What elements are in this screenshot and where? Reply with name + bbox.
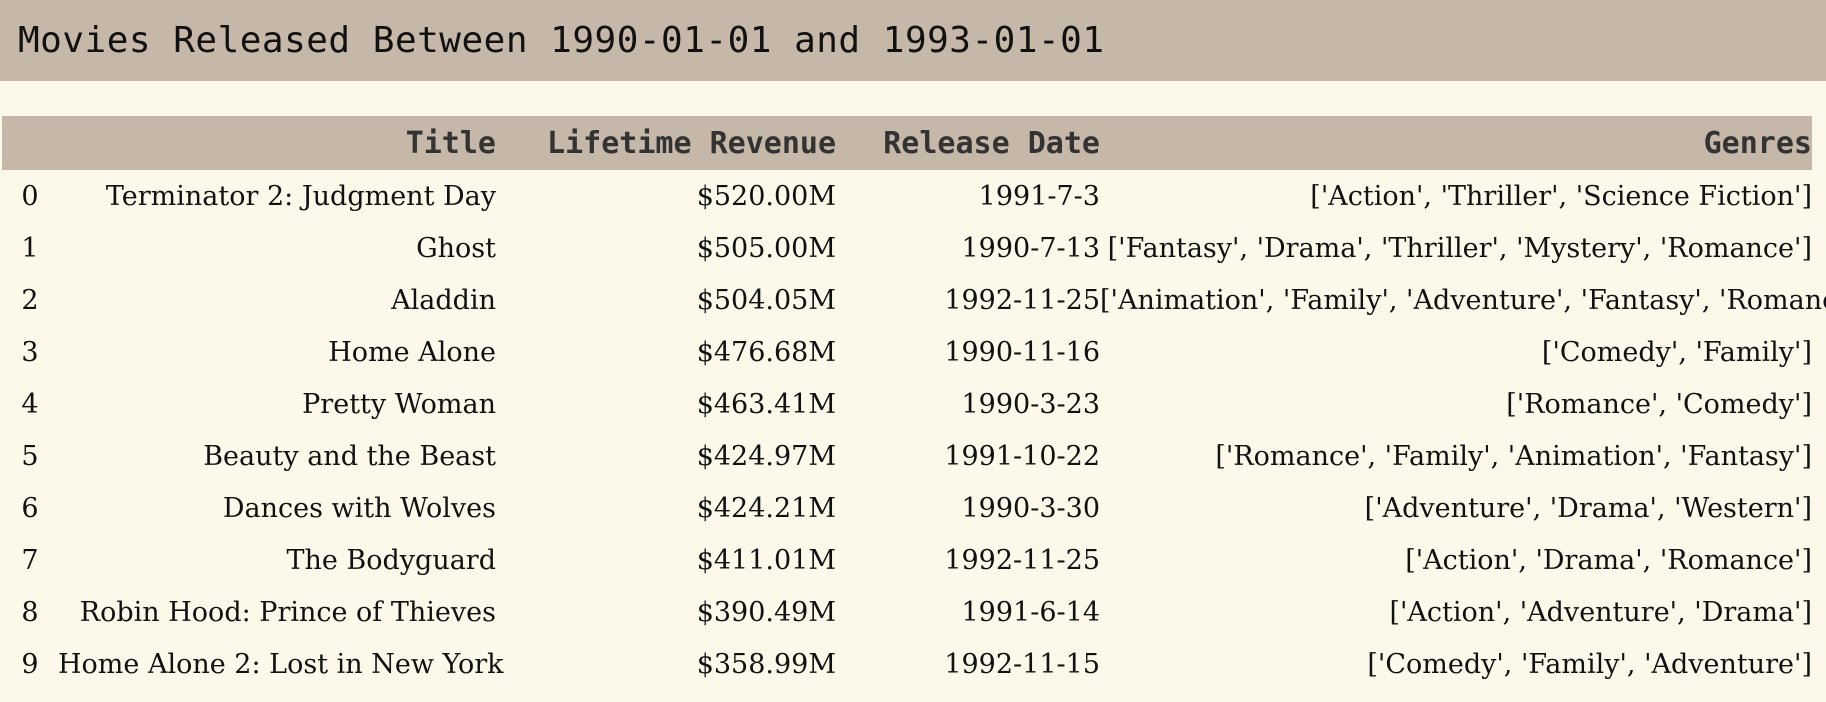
row-index: 6: [21, 492, 39, 524]
cell-genres: ['Fantasy', 'Drama', 'Thriller', 'Myster…: [1107, 232, 1812, 264]
cell-title: Home Alone 2: Lost in New York: [58, 648, 504, 680]
cell-genres: ['Animation', 'Family', 'Adventure', 'Fa…: [1100, 284, 1826, 316]
cell-release-date: 1990-3-30: [961, 492, 1101, 524]
cell-genres: ['Action', 'Adventure', 'Drama']: [1389, 596, 1812, 628]
cell-title: Beauty and the Beast: [203, 440, 496, 472]
cell-revenue: $358.99M: [696, 648, 836, 680]
row-index: 7: [21, 544, 39, 576]
cell-revenue: $520.00M: [696, 180, 836, 212]
cell-title: Dances with Wolves: [222, 492, 496, 524]
cell-revenue: $390.49M: [696, 596, 836, 628]
cell-genres: ['Action', 'Thriller', 'Science Fiction'…: [1310, 180, 1812, 212]
cell-revenue: $504.05M: [696, 284, 836, 316]
cell-title: The Bodyguard: [286, 544, 496, 576]
cell-revenue: $411.01M: [696, 544, 836, 576]
cell-revenue: $424.97M: [696, 440, 836, 472]
row-index: 0: [21, 180, 39, 212]
header-index: [2, 116, 58, 170]
cell-genres: ['Romance', 'Family', 'Animation', 'Fant…: [1215, 440, 1812, 472]
row-index: 9: [21, 648, 39, 680]
title-bar: Movies Released Between 1990-01-01 and 1…: [0, 0, 1826, 81]
table-row: 7 The Bodyguard $411.01M 1992-11-25 ['Action…: [2, 534, 1812, 586]
page-title: Movies Released Between 1990-01-01 and 1…: [18, 20, 1105, 61]
cell-title: Home Alone: [328, 336, 496, 368]
cell-genres: ['Adventure', 'Drama', 'Western']: [1364, 492, 1812, 524]
row-index: 3: [21, 336, 39, 368]
cell-revenue: $463.41M: [696, 388, 836, 420]
cell-release-date: 1991-7-3: [978, 180, 1100, 212]
cell-title: Ghost: [416, 232, 496, 264]
table-row: 2 Aladdin $504.05M 1992-11-25 ['Animation', …: [2, 274, 1826, 326]
row-index: 1: [21, 232, 39, 264]
table-row: 6 Dances with Wolves $424.21M 1990-3-30 ['Ad…: [2, 482, 1812, 534]
table-row: 0 Terminator 2: Judgment Day $520.00M 1991-…: [2, 170, 1812, 222]
table-row: 8 Robin Hood: Prince of Thieves $390.49M 19…: [2, 586, 1812, 638]
row-index: 2: [21, 284, 39, 316]
table-body: 0 Terminator 2: Judgment Day $520.00M 1991-…: [2, 170, 1826, 690]
cell-title: Robin Hood: Prince of Thieves: [79, 596, 496, 628]
table-row: 3 Home Alone $476.68M 1990-11-16 ['Comedy', …: [2, 326, 1812, 378]
movies-table: Title Lifetime Revenue Release Date Genr…: [2, 116, 1826, 690]
table-header-row: Title Lifetime Revenue Release Date Genr…: [2, 116, 1812, 170]
cell-genres: ['Romance', 'Comedy']: [1506, 388, 1812, 420]
row-index: 4: [21, 388, 39, 420]
cell-release-date: 1991-10-22: [944, 440, 1100, 472]
cell-release-date: 1990-3-23: [961, 388, 1101, 420]
cell-genres: ['Action', 'Drama', 'Romance']: [1405, 544, 1812, 576]
cell-title: Aladdin: [391, 284, 496, 316]
header-release-date: Release Date: [883, 125, 1100, 161]
table-row: 5 Beauty and the Beast $424.97M 1991-10-22 […: [2, 430, 1812, 482]
table-row: 4 Pretty Woman $463.41M 1990-3-23 ['Romance'…: [2, 378, 1812, 430]
cell-revenue: $476.68M: [696, 336, 836, 368]
cell-release-date: 1990-11-16: [944, 336, 1100, 368]
cell-release-date: 1992-11-25: [944, 284, 1100, 316]
cell-revenue: $424.21M: [696, 492, 836, 524]
cell-release-date: 1991-6-14: [961, 596, 1101, 628]
header-title: Title: [405, 125, 496, 161]
cell-release-date: 1990-7-13: [961, 232, 1101, 264]
cell-genres: ['Comedy', 'Family']: [1541, 336, 1812, 368]
table-row: 9 Home Alone 2: Lost in New York $358.99M 1…: [2, 638, 1812, 690]
header-revenue: Lifetime Revenue: [547, 125, 836, 161]
cell-release-date: 1992-11-15: [944, 648, 1100, 680]
cell-release-date: 1992-11-25: [944, 544, 1100, 576]
table-row: 1 Ghost $505.00M 1990-7-13 ['Fantasy', 'Dram…: [2, 222, 1812, 274]
cell-genres: ['Comedy', 'Family', 'Adventure']: [1367, 648, 1812, 680]
cell-title: Terminator 2: Judgment Day: [105, 180, 496, 212]
cell-revenue: $505.00M: [696, 232, 836, 264]
row-index: 8: [21, 596, 39, 628]
cell-title: Pretty Woman: [302, 388, 496, 420]
row-index: 5: [21, 440, 39, 472]
header-genres: Genres: [1703, 125, 1812, 161]
